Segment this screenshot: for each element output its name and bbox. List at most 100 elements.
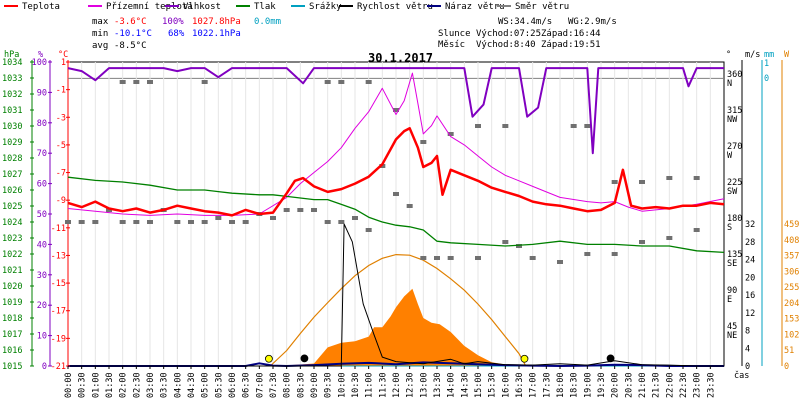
moonrise-marker bbox=[300, 354, 309, 363]
legend-label: Náraz větru bbox=[445, 2, 505, 12]
legend-item-humidity: Vlhkost bbox=[165, 2, 221, 12]
x-tick-label: 20:00 bbox=[611, 372, 621, 398]
wind-direction-point bbox=[242, 220, 249, 224]
x-tick-label: 22:30 bbox=[679, 372, 689, 398]
wind-dir-compass-label: NE bbox=[727, 331, 737, 341]
legend-label: Rychlost větru bbox=[357, 2, 433, 12]
pressure-tick-label: 1032 bbox=[2, 90, 22, 100]
x-tick-label: 04:00 bbox=[173, 372, 183, 398]
pressure-tick-label: 1027 bbox=[2, 170, 22, 180]
wind-direction-point bbox=[119, 80, 126, 84]
temperature-tick-label: -17 bbox=[51, 307, 66, 317]
legend-label: Směr větru bbox=[515, 2, 569, 12]
humidity-tick-label: 70 bbox=[37, 149, 47, 159]
temperature-unit: °C bbox=[58, 50, 68, 60]
humidity-tick-label: 60 bbox=[37, 180, 47, 190]
solar-radiation bbox=[269, 253, 527, 367]
legend-item-wind-gust: Náraz větru bbox=[427, 2, 505, 12]
stats-avg-label: avg bbox=[92, 41, 108, 51]
x-tick-label: 13:00 bbox=[419, 372, 429, 398]
stats-max-pressure: 1027.8hPa bbox=[192, 17, 241, 27]
pressure-tick-label: 1018 bbox=[2, 314, 22, 324]
wind-speed-unit: m/s bbox=[745, 50, 760, 60]
wind-dir-tick-label: 270 bbox=[727, 142, 742, 152]
humidity-tick-label: 100 bbox=[32, 58, 47, 68]
wind-direction-point bbox=[639, 240, 645, 244]
x-tick-label: 07:00 bbox=[255, 372, 265, 398]
wind-speed-tick-label: 12 bbox=[745, 309, 755, 319]
wind-direction-point bbox=[92, 220, 99, 224]
wind-direction-points bbox=[65, 80, 700, 264]
legend-label: Vlhkost bbox=[183, 2, 221, 12]
wind-speed-tick-label: 20 bbox=[745, 273, 755, 283]
wind-direction-point bbox=[447, 132, 454, 136]
pressure-tick-label: 1016 bbox=[2, 346, 22, 356]
ground-temperature-line bbox=[67, 72, 725, 216]
wind-direction-point bbox=[379, 164, 386, 168]
legend-item-pressure: Tlak bbox=[236, 2, 276, 12]
wind-direction-point bbox=[693, 228, 700, 232]
x-tick-label: 09:30 bbox=[324, 372, 334, 398]
x-axis-label: čas bbox=[734, 370, 749, 381]
wind-direction-point bbox=[365, 228, 372, 232]
wind-gust-info: WG:2.9m/s bbox=[568, 17, 617, 27]
temperature-tick-label: -7 bbox=[56, 169, 66, 179]
wind-speed-tick-label: 16 bbox=[745, 291, 755, 301]
humidity-tick-label: 50 bbox=[37, 210, 47, 220]
pressure-tick-label: 1020 bbox=[2, 282, 22, 292]
solar-radiation-area bbox=[273, 288, 519, 366]
stats-block: max -3.6°C 100% 1027.8hPa 0.0mm min -10.… bbox=[92, 17, 281, 51]
x-tick-label: 10:30 bbox=[351, 372, 361, 398]
humidity-tick-label: 40 bbox=[37, 240, 47, 250]
x-tick-label: 15:00 bbox=[474, 372, 484, 398]
temperature-line bbox=[67, 127, 725, 217]
x-tick-label: 11:30 bbox=[378, 372, 388, 398]
wind-direction-point bbox=[502, 240, 509, 244]
wind-direction-point bbox=[611, 252, 618, 256]
legend-item-rain: Srážky bbox=[291, 2, 342, 12]
x-tick-label: 09:00 bbox=[310, 372, 320, 398]
moon-label: Měsíc bbox=[438, 40, 465, 50]
wind-speed-tick-label: 0 bbox=[745, 362, 750, 372]
pressure-tick-label: 1033 bbox=[2, 74, 22, 84]
wind-direction-point bbox=[584, 124, 591, 128]
wind-direction-point bbox=[529, 256, 536, 260]
x-tick-label: 07:30 bbox=[269, 372, 279, 398]
temperature-tick-label: -1 bbox=[56, 86, 66, 96]
temperature-tick-label: -19 bbox=[51, 334, 66, 344]
pressure-tick-label: 1029 bbox=[2, 138, 22, 148]
wind-direction-point bbox=[174, 220, 181, 224]
x-tick-label: 05:30 bbox=[214, 372, 224, 398]
x-tick-label: 11:00 bbox=[365, 372, 375, 398]
wind-direction-point bbox=[324, 220, 331, 224]
wind-direction-point bbox=[611, 180, 618, 184]
legend-label: Srážky bbox=[309, 2, 342, 12]
wind-direction-point bbox=[516, 244, 522, 248]
pressure-tick-label: 1025 bbox=[2, 202, 22, 212]
x-tick-label: 10:00 bbox=[337, 372, 347, 398]
moonset-time: Západ:19:51 bbox=[541, 40, 601, 50]
x-tick-label: 12:00 bbox=[392, 372, 402, 398]
wind-direction-point bbox=[338, 220, 345, 224]
x-tick-label: 23:30 bbox=[706, 372, 716, 398]
wind-dir-tick-label: 360 bbox=[727, 70, 742, 80]
temperature-tick-label: 1 bbox=[61, 58, 66, 68]
wind-dir-compass-label: SE bbox=[727, 259, 737, 269]
wind-direction-point bbox=[393, 192, 399, 196]
legend-item-temperature: Teplota bbox=[4, 2, 60, 12]
solar-tick-label: 0 bbox=[784, 362, 789, 372]
humidity-tick-label: 20 bbox=[37, 301, 47, 311]
x-tick-label: 02:00 bbox=[119, 372, 129, 398]
humidity-tick-label: 80 bbox=[37, 119, 47, 129]
wind-speed-tick-label: 4 bbox=[745, 344, 750, 354]
wind-direction-point bbox=[78, 220, 85, 224]
x-tick-label: 08:00 bbox=[283, 372, 293, 398]
temperature-tick-label: -11 bbox=[51, 224, 66, 234]
solar-tick-label: 306 bbox=[784, 267, 799, 277]
wind-direction-point bbox=[65, 220, 71, 224]
stats-max-label: max bbox=[92, 17, 109, 27]
legend-label: Teplota bbox=[22, 2, 60, 12]
x-tick-label: 02:30 bbox=[132, 372, 142, 398]
wind-dir-compass-label: NW bbox=[727, 115, 738, 125]
stats-min-pressure: 1022.1hPa bbox=[192, 29, 241, 39]
